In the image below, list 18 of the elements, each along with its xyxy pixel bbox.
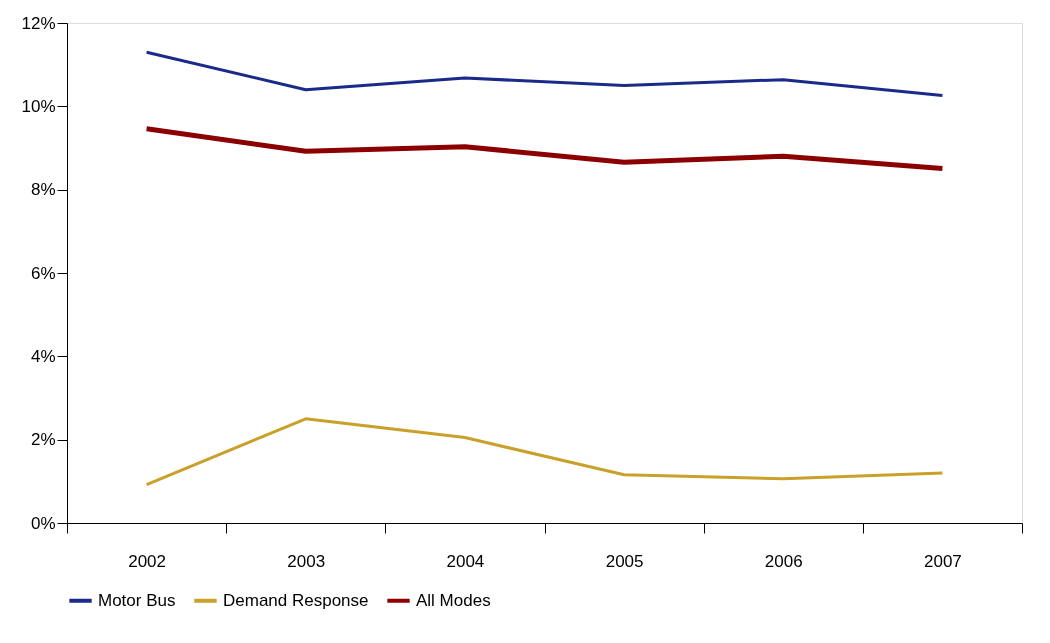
y-tick-label: 8%	[30, 180, 56, 200]
y-tick-label: 12%	[21, 13, 56, 33]
y-tick-label: 2%	[30, 430, 56, 450]
x-tick-label: 2006	[764, 551, 803, 571]
line-series	[145, 50, 944, 97]
x-tick-label: 2003	[287, 551, 326, 571]
line-series	[145, 417, 944, 487]
x-tick-label: 2005	[605, 551, 644, 571]
y-tick-label: 0%	[30, 513, 56, 533]
x-tick-label: 2004	[446, 551, 485, 571]
legend-label: Motor Bus	[98, 590, 176, 610]
y-tick-label: 4%	[30, 346, 56, 366]
y-tick-label: 10%	[21, 96, 56, 116]
legend-label: Demand Response	[223, 590, 369, 610]
x-tick-label: 2002	[128, 551, 166, 571]
y-tick-label: 6%	[30, 263, 56, 283]
legend-label: All Modes	[416, 590, 491, 610]
x-tick-label: 2007	[924, 551, 962, 571]
